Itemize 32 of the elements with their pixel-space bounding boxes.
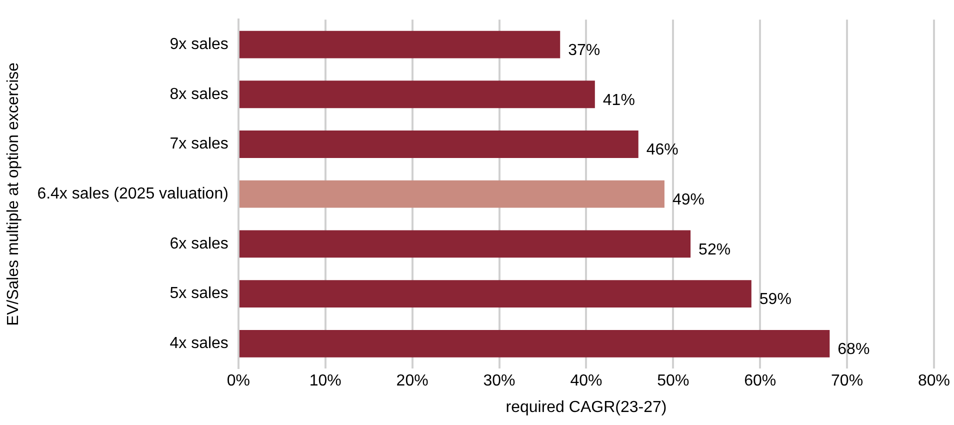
data-label: 52% — [698, 241, 731, 258]
data-label: 37% — [568, 42, 600, 59]
y-tick-label: 9x sales — [170, 36, 228, 53]
y-tick-label: 4x sales — [170, 335, 228, 352]
data-label: 46% — [646, 142, 678, 159]
bar — [239, 280, 752, 308]
x-axis-title: required CAGR(23-27) — [506, 398, 667, 416]
y-tick-label: 5x sales — [170, 285, 228, 302]
x-tick-label: 20% — [396, 372, 428, 390]
y-tick-label: 6.4x sales (2025 valuation) — [37, 186, 228, 203]
x-tick-label: 50% — [657, 372, 690, 390]
bar — [239, 80, 595, 108]
data-label: 41% — [602, 92, 635, 109]
y-tick-label: 7x sales — [170, 136, 228, 153]
y-tick-label: 8x sales — [170, 86, 228, 103]
x-tick-label: 0% — [226, 372, 250, 390]
y-axis-title: EV/Sales multiple at option excercise — [5, 62, 22, 326]
x-tick-label: 70% — [831, 372, 864, 390]
y-tick-label: 6x sales — [170, 235, 228, 252]
data-label: 49% — [672, 192, 704, 209]
x-tick-label: 40% — [570, 372, 602, 390]
bar — [239, 330, 830, 358]
x-tick-label: 60% — [744, 372, 776, 390]
data-label: 68% — [838, 341, 870, 358]
x-tick-label: 80% — [918, 372, 950, 390]
x-tick-label: 10% — [309, 372, 342, 390]
bar — [239, 180, 664, 208]
x-tick-label: 30% — [483, 372, 516, 390]
bar — [239, 30, 560, 58]
bar — [239, 230, 691, 258]
data-label: 59% — [759, 291, 792, 308]
bar — [239, 130, 638, 158]
